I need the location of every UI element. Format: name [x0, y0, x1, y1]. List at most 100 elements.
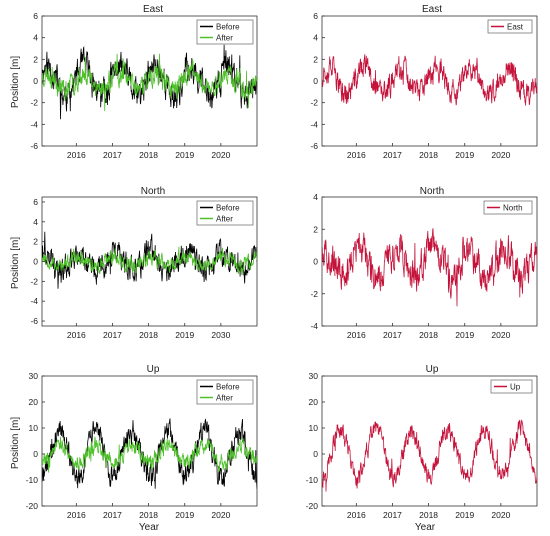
y-tick-label: -20 — [306, 501, 319, 511]
x-tick-label: 2018 — [139, 150, 158, 160]
panel-title: North — [141, 186, 165, 197]
y-tick-label: 2 — [313, 54, 318, 64]
series-line-up — [322, 419, 537, 492]
y-tick-label: -6 — [310, 141, 318, 151]
series-line-after — [42, 436, 257, 473]
x-axis-label: Year — [139, 522, 160, 533]
plot-area: -6 -4 -2 0 2 4 6 2016 2017 2018 2019 2020 — [310, 11, 538, 160]
y-tick-label: -2 — [30, 276, 38, 286]
x-tick-label: 2019 — [175, 330, 194, 340]
x-tick-label: 2016 — [67, 150, 86, 160]
y-tick-label: 6 — [33, 197, 38, 207]
plot-area: -4 -2 0 2 4 2016 2017 2018 2019 2020 — [310, 192, 538, 340]
y-tick-label: -10 — [26, 475, 39, 485]
series-line-north — [322, 228, 537, 307]
y-tick-label: 0 — [313, 449, 318, 459]
x-tick-label: 2016 — [347, 510, 366, 520]
legend-label-after: After — [216, 394, 233, 403]
x-tick-label: 2020 — [491, 510, 510, 520]
y-tick-label: 30 — [309, 371, 319, 381]
x-tick-label: 2016 — [67, 510, 86, 520]
panel-up: Up Year -20 -10 0 10 20 30 2016 2017 2018 2019 202… — [306, 364, 538, 533]
y-tick-label: -4 — [310, 321, 318, 331]
x-tick-label: 2017 — [103, 510, 122, 520]
x-tick-label: 2019 — [455, 150, 474, 160]
legend: Up — [490, 379, 533, 394]
series-line-after — [42, 246, 257, 276]
legend: Before After — [196, 200, 254, 226]
x-axis-label: Year — [415, 522, 436, 533]
legend-label-up: Up — [510, 383, 521, 392]
legend: North — [483, 200, 533, 215]
y-tick-label: -4 — [30, 119, 38, 129]
x-tick-label: 2016 — [347, 330, 366, 340]
y-tick-label: -6 — [30, 316, 38, 326]
x-tick-label: 2017 — [103, 150, 122, 160]
y-tick-label: 2 — [33, 54, 38, 64]
y-tick-label: -2 — [310, 289, 318, 299]
legend-label-before: Before — [216, 23, 240, 32]
y-tick-label: -4 — [30, 296, 38, 306]
y-tick-label: 2 — [313, 224, 318, 234]
panel-title: East — [143, 4, 163, 15]
panel-title: Up — [426, 364, 439, 375]
x-tick-label: 2020 — [211, 510, 230, 520]
panel-east-before-after: East Position [m] -6 -4 -2 0 2 4 6 2016 2017 2018… — [10, 4, 258, 160]
x-tick-label: 2016 — [67, 330, 86, 340]
panel-title: North — [420, 186, 444, 197]
legend-label-before: Before — [216, 204, 240, 213]
y-tick-label: 4 — [33, 33, 38, 43]
y-tick-label: 6 — [33, 11, 38, 21]
x-tick-label: 2018 — [139, 510, 158, 520]
x-tick-label: 2019 — [455, 510, 474, 520]
x-tick-label: 2017 — [383, 510, 402, 520]
y-tick-label: 0 — [313, 257, 318, 267]
y-axis-label: Position [m] — [10, 417, 21, 469]
y-axis-label: Position [m] — [10, 237, 21, 289]
legend-label-after: After — [216, 215, 233, 224]
y-tick-label: 0 — [33, 76, 38, 86]
plot-frame — [321, 375, 538, 507]
x-tick-label: 2019 — [455, 330, 474, 340]
y-tick-label: 4 — [313, 192, 318, 202]
legend-label-before: Before — [216, 383, 240, 392]
x-tick-label: 2018 — [139, 330, 158, 340]
x-tick-label: 2018 — [419, 510, 438, 520]
series-line-before — [42, 418, 257, 489]
legend: East — [487, 19, 533, 34]
panel-east: East -6 -4 -2 0 2 4 6 2016 2017 2018 2019 2020 East — [310, 4, 538, 160]
x-tick-label: 2017 — [103, 330, 122, 340]
x-tick-label: 2019 — [175, 510, 194, 520]
plot-frame — [321, 196, 538, 327]
y-tick-label: 4 — [33, 217, 38, 227]
x-tick-label: 2019 — [175, 150, 194, 160]
series-line-after — [42, 53, 257, 112]
y-tick-label: 2 — [33, 237, 38, 247]
y-tick-label: 0 — [33, 449, 38, 459]
y-tick-label: 6 — [313, 11, 318, 21]
panel-up-before-after: Up Position [m] Year -20 -10 0 10 20 30 2016 20… — [10, 364, 258, 533]
y-tick-label: -6 — [30, 141, 38, 151]
y-tick-label: -20 — [26, 501, 39, 511]
y-tick-label: -2 — [30, 98, 38, 108]
x-tick-label: 2017 — [383, 150, 402, 160]
y-tick-label: -10 — [306, 475, 319, 485]
panel-title: Up — [147, 364, 160, 375]
y-tick-label: 0 — [313, 76, 318, 86]
y-tick-label: 20 — [29, 397, 39, 407]
panel-north: North -4 -2 0 2 4 2016 2017 2018 2019 2020 North — [310, 186, 538, 340]
x-tick-label: 2017 — [383, 330, 402, 340]
y-axis-label: Position [m] — [10, 56, 21, 108]
y-tick-label: 20 — [309, 397, 319, 407]
x-tick-label: 2030 — [211, 330, 230, 340]
x-tick-label: 2018 — [419, 150, 438, 160]
y-tick-label: -2 — [310, 98, 318, 108]
legend-label-after: After — [216, 34, 233, 43]
y-tick-label: -4 — [310, 119, 318, 129]
y-tick-label: 0 — [33, 257, 38, 267]
x-tick-label: 2020 — [211, 150, 230, 160]
legend: Before After — [196, 19, 254, 45]
y-tick-label: 10 — [309, 423, 319, 433]
y-tick-label: 30 — [29, 371, 39, 381]
